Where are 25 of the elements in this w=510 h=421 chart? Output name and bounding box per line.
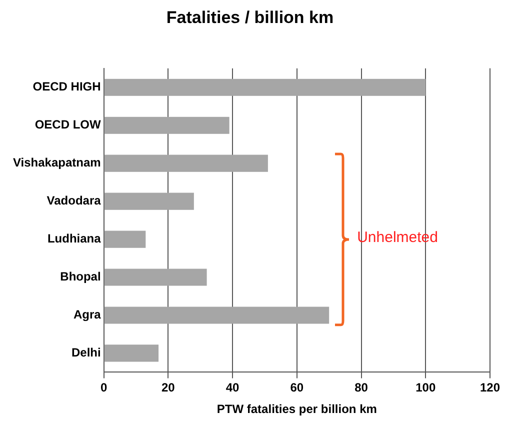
y-tick-label: Delhi bbox=[71, 346, 101, 360]
y-tick-label: OECD LOW bbox=[34, 118, 102, 132]
y-tick-label: Vadodara bbox=[46, 194, 102, 208]
bar bbox=[104, 116, 230, 134]
y-tick-label: Agra bbox=[73, 308, 102, 322]
bar bbox=[104, 78, 426, 96]
bar bbox=[104, 230, 146, 248]
x-tick-label: 20 bbox=[162, 380, 176, 395]
x-tick-label: 0 bbox=[100, 380, 108, 395]
bar bbox=[104, 344, 159, 362]
bar bbox=[104, 192, 194, 210]
x-tick-label: 40 bbox=[226, 380, 240, 395]
y-tick-label: Vishakapatnam bbox=[12, 156, 101, 170]
bar bbox=[104, 268, 207, 286]
x-tick-label: 120 bbox=[480, 380, 500, 395]
y-tick-label: OECD HIGH bbox=[32, 80, 101, 94]
bar bbox=[104, 154, 268, 172]
y-tick-label: Bhopal bbox=[60, 270, 101, 284]
x-tick-label: 60 bbox=[290, 380, 304, 395]
y-tick-label: Ludhiana bbox=[47, 232, 102, 246]
bar bbox=[104, 306, 330, 324]
x-axis-title: PTW fatalities per billion km bbox=[216, 402, 377, 416]
x-tick-label: 80 bbox=[354, 380, 368, 395]
x-tick-label: 100 bbox=[416, 380, 436, 395]
chart-title: Fatalities / billion km bbox=[166, 8, 334, 27]
